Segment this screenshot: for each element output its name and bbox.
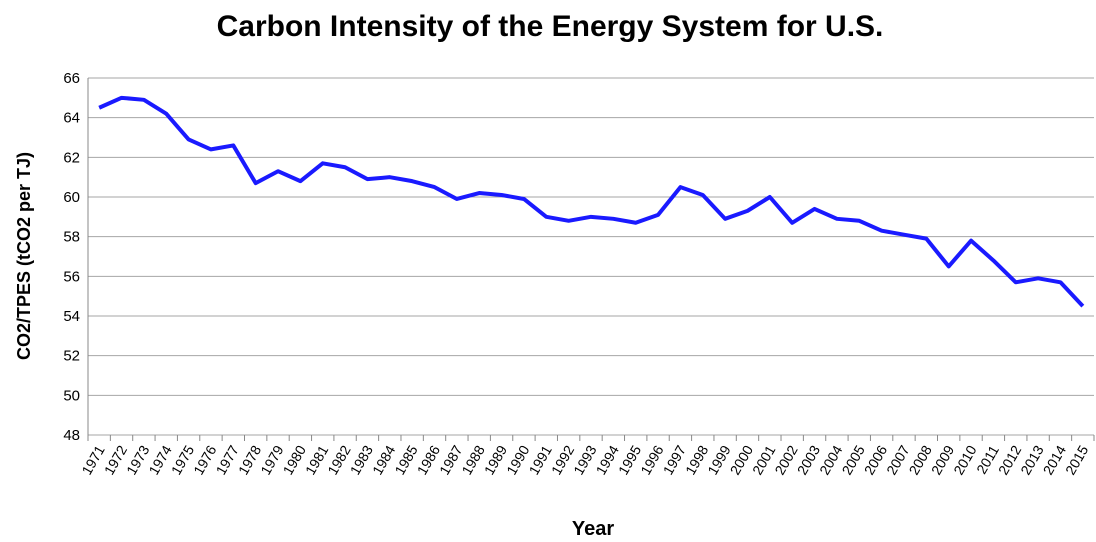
x-axis-label: Year — [572, 518, 614, 540]
x-tick-label: 2010 — [950, 442, 980, 477]
y-tick-label: 52 — [63, 348, 80, 365]
x-tick-label: 1986 — [414, 442, 444, 477]
x-tick-label: 1976 — [190, 442, 220, 477]
x-tick-label: 1978 — [235, 442, 265, 477]
x-tick-label: 2002 — [771, 442, 801, 477]
x-tick-label: 1980 — [280, 442, 310, 477]
x-tick-label: 1988 — [458, 442, 488, 477]
x-tick-label: 1991 — [525, 442, 555, 477]
x-tick-label: 1983 — [347, 442, 377, 477]
x-tick-label: 2003 — [794, 442, 824, 477]
x-tick-label: 1992 — [548, 442, 578, 477]
y-tick-label: 48 — [63, 427, 80, 444]
x-tick-label: 1979 — [257, 442, 287, 477]
x-tick-label: 1982 — [324, 442, 354, 477]
y-tick-label: 58 — [63, 229, 80, 246]
y-tick-label: 62 — [63, 149, 80, 166]
data-line — [98, 95, 1085, 308]
x-tick-label: 2009 — [928, 442, 958, 477]
x-tick-label: 2000 — [727, 442, 757, 477]
x-tick-label: 1997 — [660, 442, 690, 477]
x-tick-label: 1990 — [503, 442, 533, 477]
x-tick-label: 2005 — [838, 442, 868, 477]
x-tick-label: 1993 — [570, 442, 600, 477]
x-tick-label: 2008 — [905, 442, 935, 477]
x-tick-label: 1996 — [637, 442, 667, 477]
x-tick-label: 1972 — [101, 442, 131, 477]
x-tick-label: 2004 — [816, 442, 846, 477]
x-tick-label: 2015 — [1062, 442, 1092, 477]
x-tick-label: 1971 — [78, 442, 108, 477]
y-tick-label: 60 — [63, 189, 80, 206]
x-tick-label: 1999 — [704, 442, 734, 477]
x-tick-label: 1995 — [615, 442, 645, 477]
x-tick-label: 1973 — [123, 442, 153, 477]
y-tick-label: 56 — [63, 268, 80, 285]
chart-title: Carbon Intensity of the Energy System fo… — [217, 10, 884, 43]
x-tick-label: 1974 — [145, 442, 175, 477]
x-tick-label: 2001 — [749, 442, 779, 477]
x-tick-label: 1981 — [302, 442, 332, 477]
y-tick-label: 54 — [63, 308, 80, 325]
x-tick-label: 2007 — [883, 442, 913, 477]
x-tick-label: 1985 — [391, 442, 421, 477]
x-tick-label: 1975 — [168, 442, 198, 477]
x-tick-label: 1994 — [593, 442, 623, 477]
x-tick-label: 2014 — [1040, 442, 1070, 477]
y-tick-label: 50 — [63, 387, 80, 404]
x-tick-label: 1984 — [369, 442, 399, 477]
x-tick-label: 1989 — [481, 442, 511, 477]
x-tick-label: 2013 — [1017, 442, 1047, 477]
y-tick-label: 64 — [63, 110, 80, 127]
x-tick-label: 1977 — [212, 442, 242, 477]
x-tick-label: 2012 — [995, 442, 1025, 477]
y-tick-label: 66 — [63, 70, 80, 87]
x-tick-label: 1998 — [682, 442, 712, 477]
x-tick-label: 2006 — [861, 442, 891, 477]
y-axis-label: CO2/TPES (tCO2 per TJ) — [14, 152, 34, 360]
x-tick-label: 1987 — [436, 442, 466, 477]
